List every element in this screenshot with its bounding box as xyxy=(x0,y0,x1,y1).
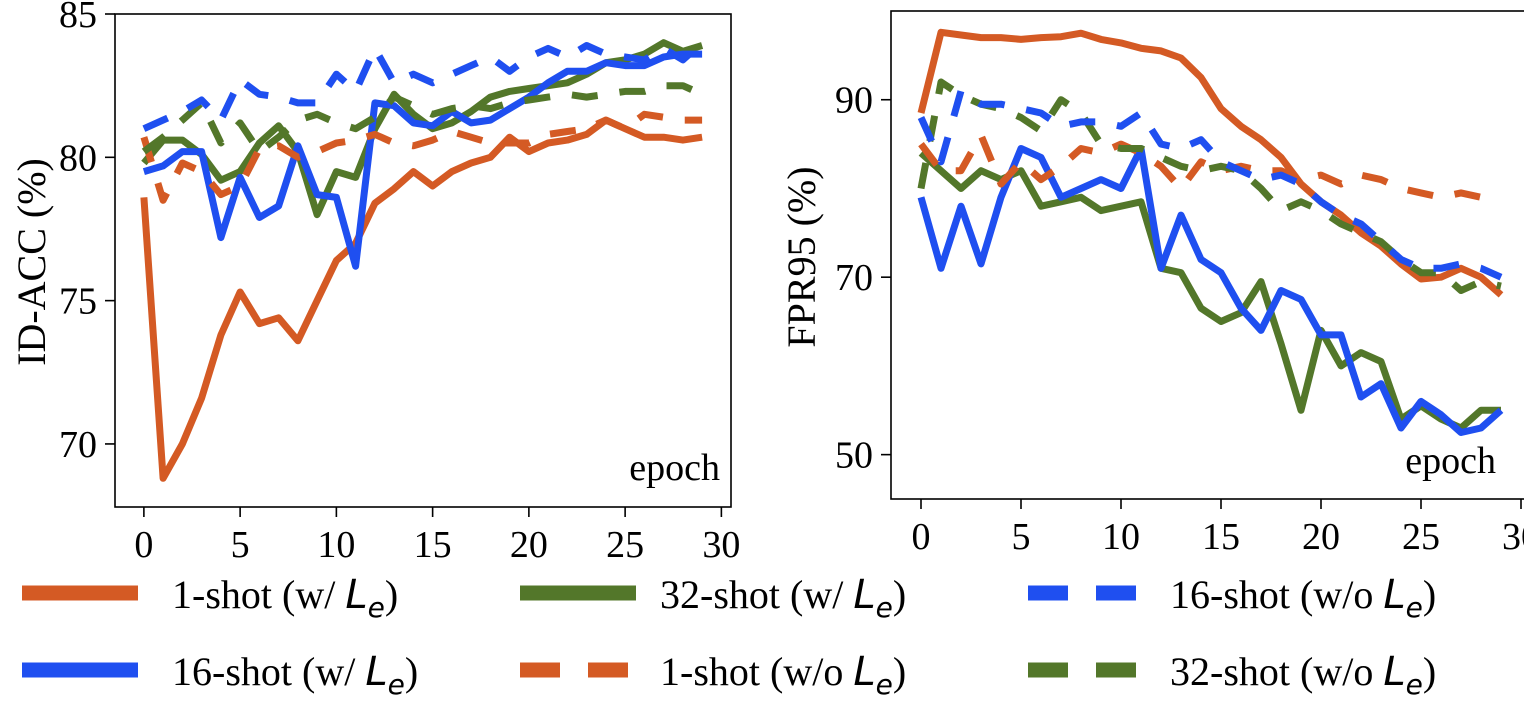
legend-label: 32-shot (w/ Le) xyxy=(660,572,906,624)
series-group xyxy=(140,39,705,482)
legend-item-1-shot-with-le: 1-shot (w/ Le) xyxy=(22,572,398,624)
legend-item-16-shot-with-le: 16-shot (w/ Le) xyxy=(22,649,418,701)
epoch-annotation: epoch xyxy=(629,447,720,489)
y-tick-label: 70 xyxy=(835,257,873,299)
x-tick-label: 5 xyxy=(1012,516,1031,558)
legend-item-16-shot-without-le: 16-shot (w/o Le) xyxy=(1028,572,1436,624)
legend-label: 16-shot (w/ Le) xyxy=(172,649,418,701)
y-axis: 70 75 80 85 xyxy=(59,0,115,466)
y-tick-label: 90 xyxy=(835,80,873,122)
series-line-sixteen-wo xyxy=(917,87,1503,281)
series-line-thirtytwo-wo xyxy=(917,78,1502,294)
epoch-annotation: epoch xyxy=(1405,440,1496,482)
x-tick-label: 15 xyxy=(1202,516,1240,558)
series-group xyxy=(917,28,1504,436)
legend-item-32-shot-without-le: 32-shot (w/o Le) xyxy=(1028,649,1436,701)
series-line-one-we xyxy=(917,28,1504,298)
series-line-sixteen-we xyxy=(917,145,1504,436)
y-tick-label: 75 xyxy=(59,281,97,323)
x-tick-label: 30 xyxy=(1502,516,1524,558)
legend-label: 1-shot (w/ Le) xyxy=(172,572,398,624)
y-tick-label: 85 xyxy=(59,0,97,36)
legend: 1-shot (w/ Le) 32-shot (w/ Le) 16-shot (… xyxy=(22,572,1436,701)
series-line-one-wo xyxy=(140,110,703,204)
x-tick-label: 0 xyxy=(134,524,153,566)
legend-item-32-shot-with-le: 32-shot (w/ Le) xyxy=(520,572,906,624)
x-tick-label: 10 xyxy=(317,524,355,566)
plot-frame xyxy=(114,13,732,508)
legend-label: 1-shot (w/o Le) xyxy=(660,649,906,701)
x-tick-label: 25 xyxy=(606,524,644,566)
x-tick-label: 15 xyxy=(414,524,452,566)
y-tick-label: 80 xyxy=(59,137,97,179)
y-tick-label: 50 xyxy=(835,435,873,477)
legend-label: 32-shot (w/o Le) xyxy=(1170,649,1436,701)
y-axis: 50 70 90 xyxy=(835,80,891,477)
series-line-sixteen-wo xyxy=(142,40,705,132)
x-tick-label: 5 xyxy=(231,524,250,566)
x-tick-label: 20 xyxy=(510,524,548,566)
y-axis-label: ID-ACC (%) xyxy=(9,158,54,366)
series-line-sixteen-we xyxy=(142,50,703,270)
plot-frame xyxy=(890,10,1524,500)
legend-item-1-shot-without-le: 1-shot (w/o Le) xyxy=(520,649,906,701)
series-line-thirtytwo-we xyxy=(918,150,1501,432)
legend-label: 16-shot (w/o Le) xyxy=(1170,572,1436,624)
y-tick-label: 70 xyxy=(59,424,97,466)
x-tick-label: 25 xyxy=(1402,516,1440,558)
id-acc-chart: 0 5 10 15 20 25 30 70 75 80 85 epoch ID-ACC (%) xyxy=(9,0,740,566)
x-tick-label: 20 xyxy=(1302,516,1340,558)
x-tick-label: 10 xyxy=(1102,516,1140,558)
x-axis: 0 5 10 15 20 25 30 xyxy=(134,507,740,566)
x-tick-label: 0 xyxy=(912,516,931,558)
x-axis: 0 5 10 15 20 25 30 xyxy=(912,499,1524,558)
y-axis-label: FPR95 (%) xyxy=(779,166,824,347)
fpr95-chart: 0 5 10 15 20 25 30 50 70 90 epoch FPR95 (%) xyxy=(779,10,1524,558)
x-tick-label: 30 xyxy=(702,524,740,566)
